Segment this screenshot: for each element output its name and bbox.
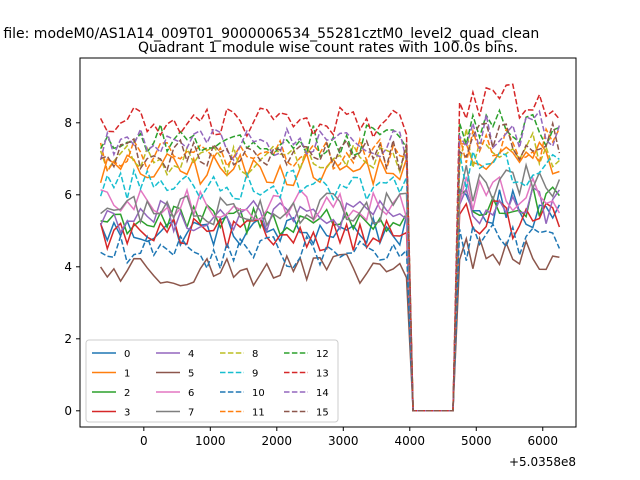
series-line-12: [99, 108, 560, 412]
legend-label-14: 14: [316, 388, 329, 399]
x-tick-label: 5000: [461, 434, 492, 448]
legend-label-2: 2: [124, 388, 130, 399]
series-line-15: [100, 120, 561, 412]
legend-label-8: 8: [252, 349, 258, 360]
x-tick-label: 0: [140, 434, 148, 448]
series-line-9: [99, 148, 560, 412]
legend-label-11: 11: [252, 408, 265, 419]
y-tick-label: 6: [64, 188, 72, 202]
plot-lines: [99, 83, 561, 412]
series-line-13: [99, 83, 560, 412]
x-tick-label: 1000: [195, 434, 226, 448]
legend-label-9: 9: [252, 369, 258, 380]
y-tick-label: 0: [64, 404, 72, 418]
legend-label-3: 3: [124, 408, 130, 419]
legend-label-6: 6: [188, 388, 194, 399]
y-tick-label: 8: [64, 116, 72, 130]
y-axis: 0 2 4 6 8: [64, 116, 80, 418]
x-offset-label: +5.0358e8: [509, 455, 576, 469]
x-tick-label: 2000: [262, 434, 293, 448]
legend-label-13: 13: [316, 369, 329, 380]
y-tick-label: 2: [64, 332, 72, 346]
legend-label-1: 1: [124, 369, 130, 380]
x-tick-label: 3000: [328, 434, 359, 448]
legend-label-7: 7: [188, 408, 194, 419]
x-axis: 0 1000 2000 3000 4000 5000 6000: [140, 427, 558, 448]
series-line-3: [99, 200, 561, 412]
y-tick-label: 4: [64, 260, 72, 274]
plot-frame: [79, 57, 577, 428]
series-line-6: [100, 175, 561, 412]
legend-label-15: 15: [316, 408, 329, 419]
x-tick-label: 4000: [395, 434, 426, 448]
series-line-7: [100, 162, 561, 412]
legend-label-0: 0: [124, 349, 130, 360]
series-line-10: [100, 222, 561, 412]
series-line-14: [99, 109, 561, 412]
chart-suptitle: n file: modeM0/AS1A14_009T01_9000006534_…: [0, 26, 539, 42]
legend-label-4: 4: [188, 349, 194, 360]
x-tick-label: 6000: [527, 434, 558, 448]
legend-label-12: 12: [316, 349, 329, 360]
series-line-4: [99, 186, 561, 412]
legend-label-5: 5: [188, 369, 194, 380]
series-line-11: [99, 126, 561, 412]
legend-label-10: 10: [252, 388, 265, 399]
chart-title: Quadrant 1 module wise count rates with …: [138, 40, 518, 56]
legend-box: [85, 339, 339, 423]
series-line-5: [99, 235, 560, 412]
